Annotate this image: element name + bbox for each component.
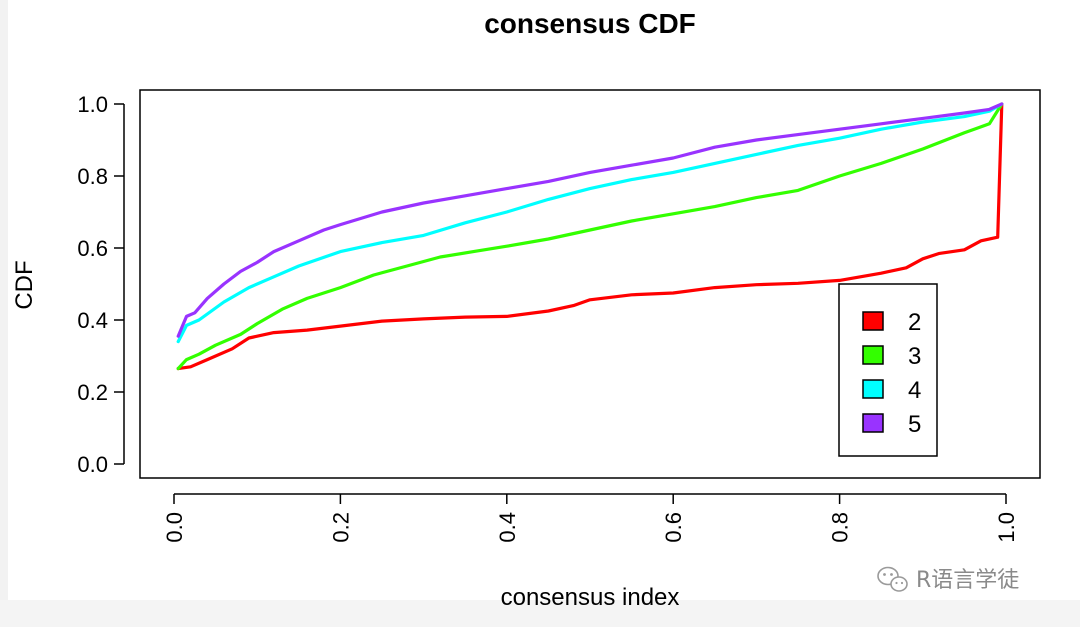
- legend-label-2: 2: [908, 309, 921, 336]
- watermark: R语言学徒: [877, 566, 1019, 593]
- x-tick-label: 0.6: [661, 512, 686, 543]
- legend-swatch-2: [862, 311, 884, 331]
- plot-frame: [139, 89, 1041, 479]
- y-tick-label: 0.8: [77, 164, 108, 189]
- legend-label-4: 4: [908, 377, 921, 404]
- left-edge-shade: [0, 0, 8, 627]
- watermark-text: R语言学徒: [916, 568, 1019, 593]
- y-tick-label: 0.6: [77, 236, 108, 261]
- x-axis: 0.0 0.2 0.4 0.6 0.8 1.0: [162, 493, 1019, 543]
- y-axis-title: CDF: [11, 260, 38, 309]
- bottom-edge-shade: [0, 600, 1080, 627]
- chart-title: consensus CDF: [484, 8, 696, 39]
- series-layer: [176, 102, 1004, 371]
- series-line-3: [176, 102, 1004, 371]
- legend: 2 3 4 5: [838, 283, 938, 457]
- legend-swatch-5: [862, 413, 884, 433]
- x-tick-label: 0.0: [162, 512, 187, 543]
- y-axis: 0.0 0.2 0.4 0.6 0.8 1.0: [77, 92, 125, 477]
- x-tick-label: 0.4: [495, 512, 520, 543]
- x-tick-label: 1.0: [994, 512, 1019, 543]
- y-tick-label: 0.4: [77, 308, 108, 333]
- y-tick-label: 0.2: [77, 380, 108, 405]
- legend-label-3: 3: [908, 343, 921, 370]
- series-line-2: [176, 102, 1004, 371]
- legend-box: [838, 283, 938, 457]
- legend-swatch-3: [862, 345, 884, 365]
- y-tick-label: 1.0: [77, 92, 108, 117]
- x-tick-label: 0.8: [828, 512, 853, 543]
- legend-swatch-4: [862, 379, 884, 399]
- wechat-icon: [877, 566, 908, 592]
- x-tick-label: 0.2: [328, 512, 353, 543]
- series-line-5: [176, 102, 1004, 338]
- legend-label-5: 5: [908, 411, 921, 438]
- series-line-4: [176, 102, 1004, 344]
- x-axis-title: consensus index: [501, 584, 680, 611]
- y-tick-label: 0.0: [77, 452, 108, 477]
